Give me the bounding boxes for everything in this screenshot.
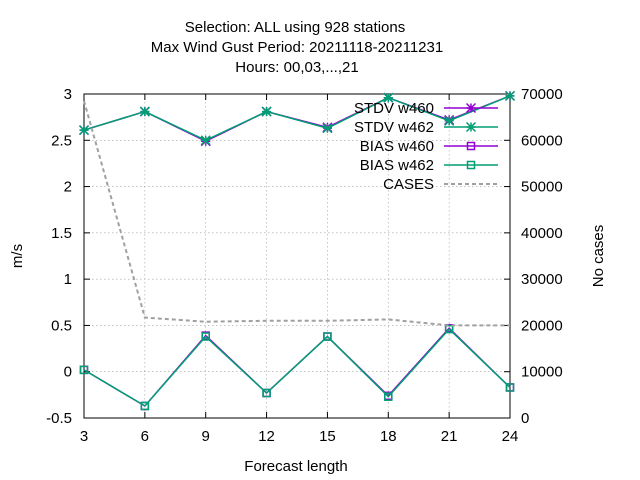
star-marker xyxy=(261,106,272,117)
y-tick-label: -0.5 xyxy=(46,410,72,427)
square-marker xyxy=(79,365,89,375)
legend-label-cases: CASES xyxy=(383,176,434,193)
chart-title-line-2: Max Wind Gust Period: 20211118-20211231 xyxy=(151,39,443,56)
square-marker xyxy=(201,332,210,341)
x-tick-label: 15 xyxy=(319,428,336,445)
y-axis-label: m/s xyxy=(9,244,26,268)
square-marker xyxy=(505,383,515,392)
y2-tick-label: 30000 xyxy=(521,271,563,288)
y-tick-label: 2 xyxy=(64,179,72,196)
square-marker xyxy=(444,324,454,334)
square-marker xyxy=(384,392,393,401)
y2-tick-label: 10000 xyxy=(521,364,563,381)
legend-label-bias-w460: BIAS w460 xyxy=(360,138,434,155)
x-tick-label: 18 xyxy=(380,428,397,445)
plot-border xyxy=(83,93,511,419)
star-marker xyxy=(504,90,516,101)
series-layer xyxy=(78,90,516,411)
star-marker xyxy=(78,125,90,136)
y-tick-label: 3 xyxy=(64,86,72,103)
star-marker xyxy=(200,135,211,146)
square-marker xyxy=(262,388,271,398)
y2-tick-label: 20000 xyxy=(521,317,563,334)
legend-label-bias-w462: BIAS w462 xyxy=(360,157,434,174)
x-tick-label: 21 xyxy=(441,428,458,445)
y-tick-label: 1 xyxy=(64,271,72,288)
square-marker xyxy=(323,332,332,341)
x-tick-label: 3 xyxy=(80,428,88,445)
x-tick-label: 9 xyxy=(202,428,210,445)
star-marker xyxy=(465,102,477,114)
y2-tick-label: 70000 xyxy=(521,86,563,103)
star-marker xyxy=(465,121,477,133)
star-marker xyxy=(139,106,150,117)
y2-tick-label: 0 xyxy=(521,410,529,427)
x-tick-label: 12 xyxy=(258,428,275,445)
y-tick-label: 0.5 xyxy=(51,317,72,334)
y2-tick-label: 60000 xyxy=(521,132,563,149)
grid xyxy=(84,94,510,418)
square-marker xyxy=(466,160,476,170)
star-marker xyxy=(444,115,455,126)
series-line-stdv-w462 xyxy=(83,95,511,142)
x-tick-label: 6 xyxy=(141,428,149,445)
y-tick-label: 0 xyxy=(64,364,72,381)
star-marker xyxy=(383,92,394,103)
x-tick-label: 24 xyxy=(502,428,519,445)
axes: 3 6 9 12 15 18 21 24 -0.5 0 0.5 1 1.5 2 2.5 3 0 10000 2000… xyxy=(46,86,563,445)
chart-title-line-1: Selection: ALL using 928 stations xyxy=(185,19,405,36)
square-marker xyxy=(140,401,150,411)
series-line-bias-w462 xyxy=(83,328,511,407)
y2-tick-label: 50000 xyxy=(521,179,563,196)
y-tick-label: 2.5 xyxy=(51,132,72,149)
star-marker xyxy=(322,123,333,134)
y-tick-label: 1.5 xyxy=(51,225,72,242)
square-marker xyxy=(466,141,476,151)
legend: STDV w460 STDV w462 BIAS w460 BIAS w462 CASE… xyxy=(354,100,498,193)
legend-label-stdv-w462: STDV w462 xyxy=(354,119,434,136)
legend-label-stdv-w460: STDV w460 xyxy=(354,100,434,117)
y2-tick-label: 40000 xyxy=(521,225,563,242)
x-axis-label: Forecast length xyxy=(244,458,347,475)
series-line-cases xyxy=(83,100,510,327)
y2-axis-label: No cases xyxy=(590,225,607,288)
chart-title-line-3: Hours: 00,03,...,21 xyxy=(235,59,358,76)
